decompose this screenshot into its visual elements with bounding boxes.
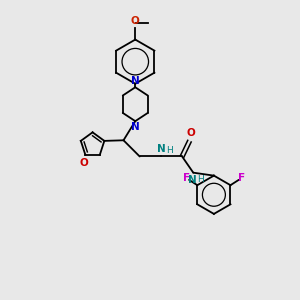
Text: O: O (80, 158, 88, 168)
Text: N: N (131, 76, 140, 86)
Text: H: H (166, 146, 173, 155)
Text: N: N (157, 144, 165, 154)
Text: F: F (238, 173, 245, 183)
Text: H: H (197, 175, 204, 184)
Text: N: N (131, 122, 140, 132)
Text: O: O (131, 16, 140, 26)
Text: N: N (188, 175, 197, 185)
Text: F: F (183, 173, 190, 183)
Text: O: O (187, 128, 196, 138)
